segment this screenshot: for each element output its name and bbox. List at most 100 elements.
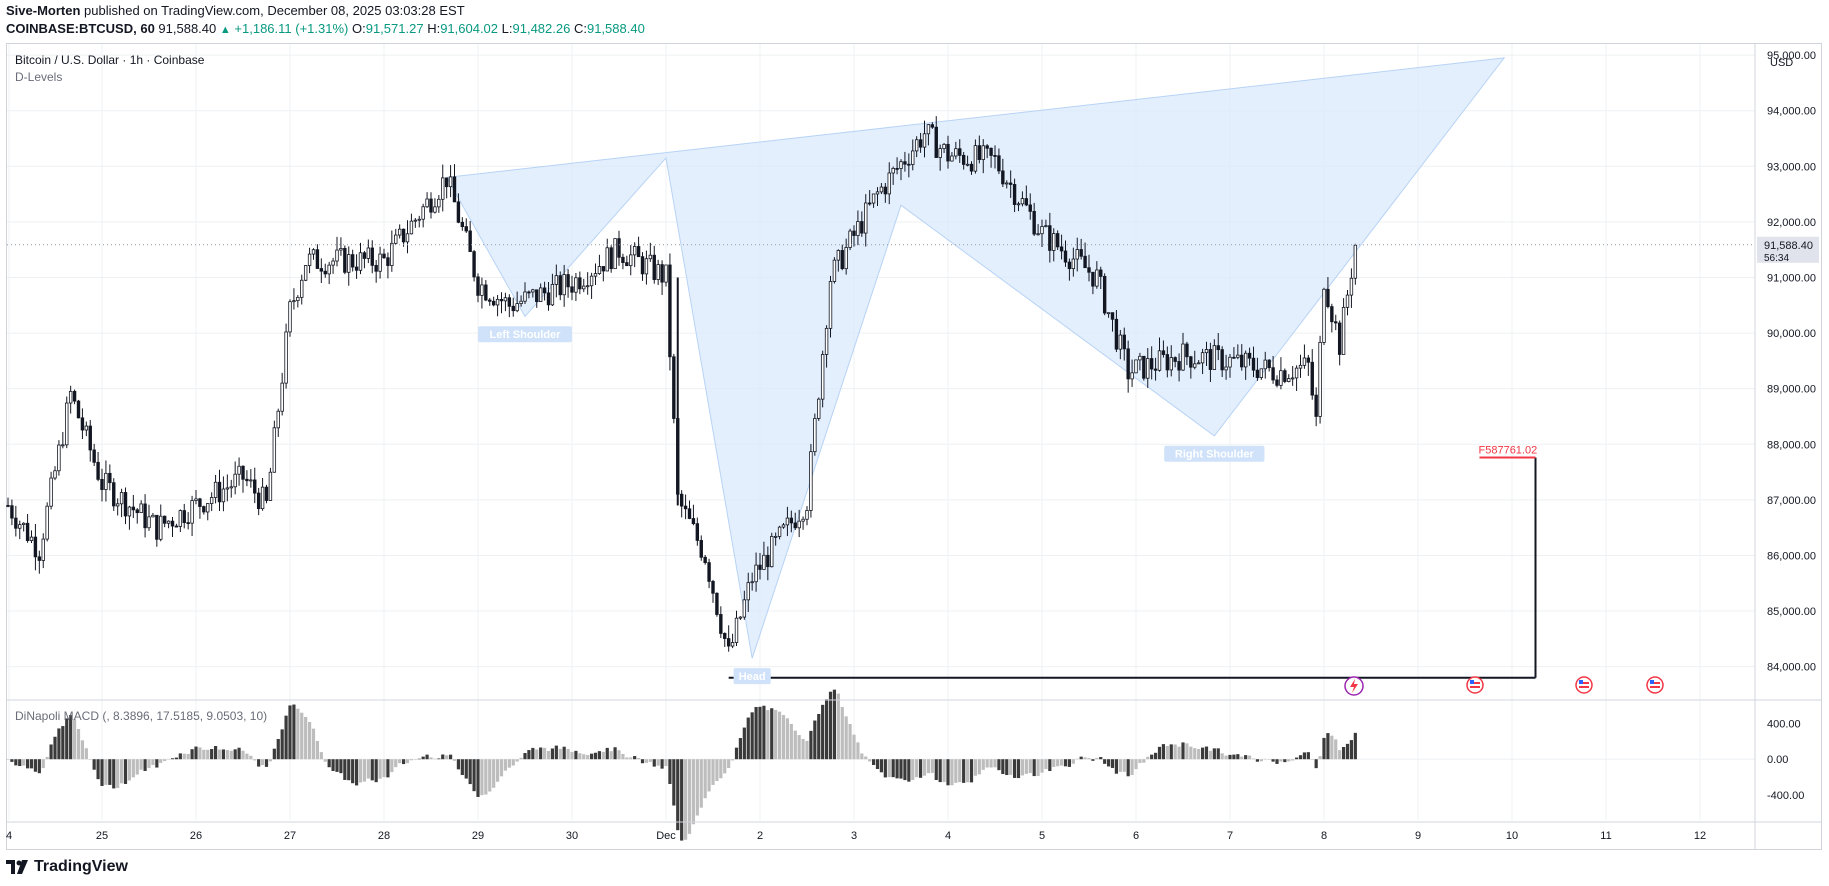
candle-body: [582, 285, 586, 290]
macd-bar: [1267, 759, 1271, 760]
candle-body: [1102, 276, 1107, 314]
candle-body: [1208, 349, 1213, 370]
macd-bar: [1353, 732, 1357, 760]
candle-body: [535, 289, 539, 302]
macd-bar: [766, 710, 770, 760]
indicator-name: D-Levels: [15, 70, 62, 84]
macd-bar: [868, 759, 872, 762]
candle-body: [115, 503, 120, 507]
us-flag-icon-stripe: [1650, 682, 1660, 684]
macd-bar: [875, 759, 880, 769]
high-value: 91,604.02: [440, 21, 499, 36]
macd-bar: [918, 759, 923, 778]
time-tick-label: 27: [284, 830, 296, 842]
macd-bar: [754, 707, 758, 760]
candle-body: [1122, 334, 1126, 350]
time-tick-label: 26: [190, 830, 202, 842]
candle-body: [773, 535, 778, 538]
time-tick-label: 10: [1506, 830, 1518, 842]
up-arrow-icon: ▲: [219, 24, 231, 36]
candle-body: [382, 253, 386, 259]
macd-bar: [194, 746, 198, 760]
candle-body: [421, 206, 425, 220]
candle-body: [378, 253, 382, 272]
candle-body: [6, 505, 10, 507]
tradingview-brand[interactable]: TradingView: [6, 858, 128, 876]
macd-bar: [143, 759, 147, 771]
candle-body: [10, 505, 14, 519]
macd-bar: [707, 759, 711, 792]
price-tick-label: 84,000.00: [1767, 662, 1816, 674]
candle-body: [879, 186, 884, 193]
macd-bar: [241, 750, 245, 760]
macd-bar: [1012, 759, 1017, 778]
macd-bar: [1161, 744, 1166, 760]
candle-body: [907, 163, 911, 166]
tradingview-logo-icon: [6, 860, 28, 874]
macd-bar: [1240, 756, 1244, 760]
macd-bar: [22, 759, 26, 766]
macd-bar: [405, 759, 410, 764]
candle-body: [824, 327, 829, 355]
macd-bar: [264, 759, 269, 767]
author-name[interactable]: Sive-Morten: [6, 3, 81, 18]
macd-bar: [49, 744, 53, 760]
macd-bar: [1349, 740, 1354, 760]
macd-bar: [1071, 759, 1075, 764]
macd-bar: [499, 759, 504, 777]
macd-bar: [711, 759, 715, 785]
candle-body: [914, 139, 919, 152]
candle-body: [174, 525, 179, 528]
macd-bar: [844, 716, 848, 760]
macd-bar: [245, 753, 249, 760]
candle-body: [237, 465, 241, 475]
candle-body: [1016, 203, 1021, 206]
candle-body: [92, 449, 96, 463]
macd-bar: [366, 759, 370, 779]
candle-body: [1059, 246, 1064, 252]
candle-body: [856, 221, 860, 236]
macd-bar: [1287, 759, 1291, 762]
macd-bar: [1075, 758, 1079, 760]
publish-info: Sive-Morten published on TradingView.com…: [6, 3, 465, 18]
candle-body: [781, 524, 786, 528]
macd-bar: [1204, 746, 1209, 760]
right-shoulder-label-bg: [1164, 445, 1265, 462]
candle-body: [264, 486, 269, 501]
candle-body: [397, 228, 402, 236]
candle-body: [542, 287, 547, 294]
macd-bar: [88, 759, 92, 760]
macd-bar: [1048, 759, 1052, 772]
time-tick-label: 5: [1039, 830, 1045, 842]
candle-body: [519, 300, 523, 305]
macd-bar: [633, 756, 637, 760]
candle-body: [284, 331, 288, 384]
candle-body: [1283, 370, 1287, 382]
candle-body: [758, 564, 762, 570]
candle-body: [425, 198, 429, 208]
macd-bar: [1263, 758, 1267, 760]
candle-body: [233, 473, 237, 488]
candle-body: [531, 289, 535, 293]
macd-bar: [178, 753, 182, 760]
candle-body: [1279, 370, 1283, 386]
macd-bar: [652, 759, 656, 767]
candle-body: [276, 410, 280, 429]
candle-body: [221, 488, 226, 503]
candle-body: [762, 554, 766, 570]
candle-body: [711, 580, 715, 594]
candle-body: [1130, 372, 1134, 380]
macd-bar: [770, 708, 774, 760]
candle-body: [676, 418, 680, 495]
candle-body: [307, 253, 312, 266]
candle-body: [1005, 182, 1009, 185]
candle-body: [977, 145, 982, 160]
macd-bar: [958, 759, 962, 783]
macd-bar: [703, 759, 707, 799]
macd-bar: [170, 758, 175, 760]
candle-body: [45, 505, 49, 540]
macd-bar: [1036, 759, 1040, 777]
candle-body: [656, 264, 660, 280]
macd-bar: [347, 759, 351, 781]
